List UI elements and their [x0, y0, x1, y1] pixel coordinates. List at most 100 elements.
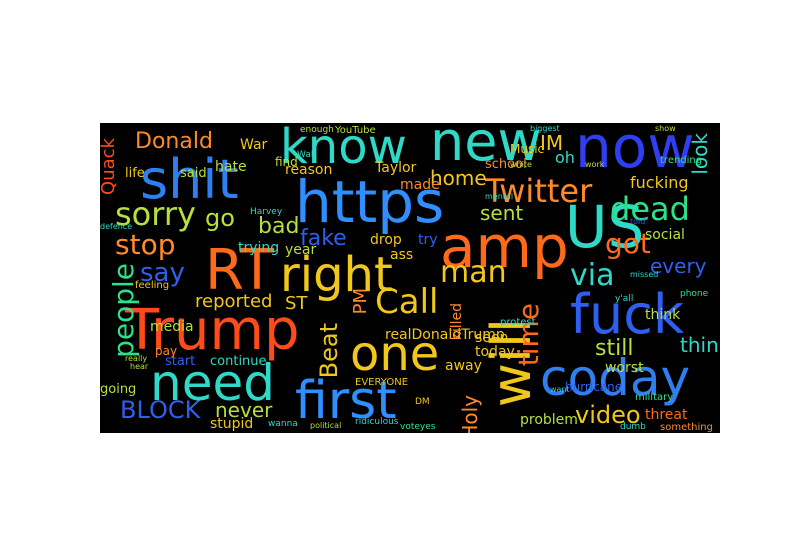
word-problem: problem	[520, 412, 578, 428]
word-find: find	[275, 155, 298, 169]
word-quack: Quack	[100, 138, 119, 195]
word-wanna: wanna	[268, 419, 298, 429]
word-rt: RT	[205, 238, 275, 303]
word-told: told	[630, 217, 646, 226]
word-look: look	[688, 133, 712, 175]
word-sorry: sorry	[115, 195, 196, 233]
word-want: want	[550, 385, 570, 394]
word-y-all: y'all	[615, 294, 634, 304]
word-bad: bad	[258, 214, 300, 239]
word-media: media	[150, 319, 194, 335]
word-feeling: feeling	[135, 280, 170, 291]
word-us: US	[565, 193, 645, 261]
word-twitter: Twitter	[485, 172, 593, 210]
word-via: via	[570, 258, 615, 293]
word-block: BLOCK	[120, 396, 201, 424]
word-first: first	[295, 371, 397, 431]
word-start: start	[165, 354, 196, 369]
word-pm: PM	[350, 288, 371, 315]
word-taylor: Taylor	[375, 160, 417, 176]
word-hate: hate	[215, 159, 247, 175]
word-call: Call	[375, 282, 439, 322]
word-music: Music	[510, 142, 545, 156]
word-beat: Beat	[315, 323, 343, 379]
word-military: military	[635, 392, 674, 403]
word-missed: missed	[630, 270, 659, 279]
word-trending: trending	[660, 155, 703, 166]
word-made: made	[400, 177, 440, 193]
word-trying: trying	[238, 240, 280, 256]
word-mental: mental	[485, 192, 514, 201]
word-amp: amp	[440, 213, 569, 281]
word-fuck: fuck	[570, 283, 685, 346]
word-worst: worst	[605, 360, 644, 376]
word-today: today	[475, 344, 515, 360]
word-donald: Donald	[135, 129, 213, 154]
word-biggest: biggest	[530, 124, 560, 133]
word-defence: defence	[100, 222, 133, 231]
word-hurricane: hurricane	[565, 380, 623, 394]
word-trump: Trump	[125, 298, 300, 363]
word-still: still	[595, 336, 634, 361]
word-youtube: YouTube	[335, 125, 376, 136]
word-reason: reason	[285, 162, 333, 178]
word-dead: dead	[610, 190, 690, 228]
word-stupid: stupid	[210, 416, 254, 432]
word-enough: enough	[300, 125, 334, 135]
word-time: time	[512, 303, 545, 367]
word-stop: stop	[115, 228, 176, 261]
word-now: now	[575, 123, 695, 181]
word-thing: thing	[680, 333, 720, 357]
word-ass: ass	[390, 247, 414, 263]
word-fucking: fucking	[630, 173, 689, 192]
word-man: man	[440, 255, 507, 290]
word-really: really	[125, 354, 148, 363]
word-people: people	[107, 263, 140, 358]
word-shit: shit	[140, 148, 239, 211]
word-cloud: know new now shit https amp US RT right Trump fuck…	[100, 123, 720, 433]
word-im: IM	[540, 131, 564, 155]
word-never: never	[215, 398, 273, 422]
word-white: white	[510, 160, 532, 169]
word-going: going	[100, 382, 137, 397]
word-one: one	[350, 326, 440, 382]
word-away: away	[445, 358, 482, 374]
word-political: political	[310, 421, 342, 430]
word-school: school	[485, 157, 527, 172]
word-threat: threat	[645, 407, 688, 423]
word-killed: killed	[449, 303, 465, 341]
word-holy: Holy	[458, 395, 482, 433]
word-try: try	[418, 232, 438, 248]
word-oh: oh	[555, 148, 575, 167]
word-work: work	[585, 160, 605, 169]
word-said: said	[180, 166, 207, 181]
word-drop: drop	[370, 232, 402, 248]
word-something: something	[660, 422, 713, 433]
word-need: need	[150, 354, 275, 412]
word-realdonaldtrump: realDonaldTrump	[385, 327, 505, 343]
word-ridiculous: ridiculous	[355, 417, 399, 427]
word-new: new	[430, 123, 542, 173]
word-video: video	[575, 401, 641, 429]
word-phone: phone	[680, 289, 709, 299]
word-hear: hear	[130, 362, 149, 371]
word-show: show	[655, 124, 676, 133]
word-voteyes: voteyes	[400, 422, 436, 432]
word-everyone: EVERYONE	[355, 377, 409, 388]
word-reported: reported	[195, 291, 273, 312]
word-sent: sent	[480, 201, 524, 225]
word-right: right	[280, 247, 393, 303]
word-know: know	[280, 123, 407, 175]
word-year: year	[285, 242, 317, 258]
word-every: every	[650, 254, 707, 278]
word-go: go	[205, 204, 235, 232]
word-protest: protest	[500, 317, 536, 328]
word-seen: seen	[475, 330, 509, 346]
word-continue: continue	[210, 354, 267, 369]
word-dm: DM	[415, 397, 430, 407]
word-life: life	[125, 166, 145, 181]
word-think: think	[645, 307, 681, 323]
word-https: https	[295, 168, 445, 236]
word-war: War	[240, 137, 268, 153]
word-got: got	[605, 227, 651, 260]
